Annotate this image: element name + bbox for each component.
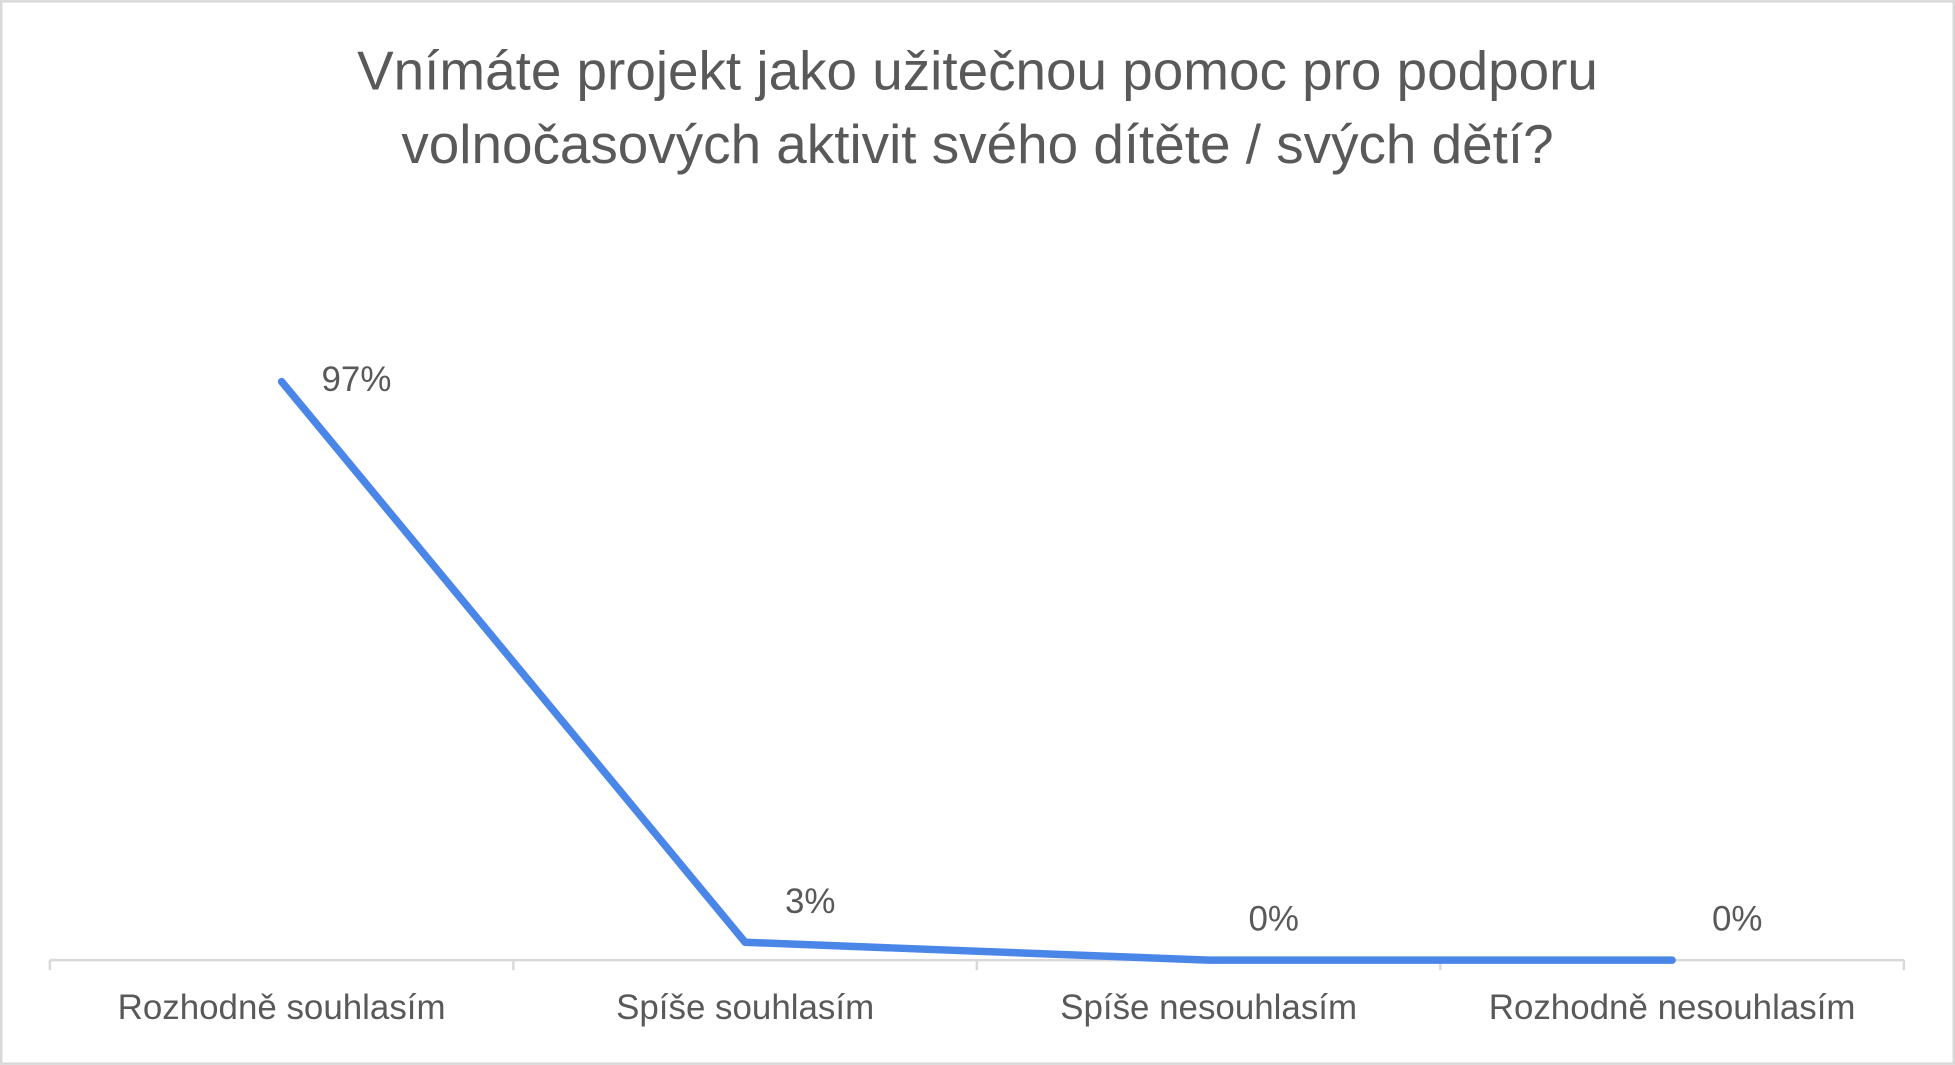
chart-title: volnočasových aktivit svého dítěte / svý…: [401, 113, 1553, 175]
data-label: 0%: [1249, 900, 1299, 939]
data-label: 97%: [322, 360, 392, 399]
x-tick-label: Spíše nesouhlasím: [1060, 988, 1357, 1027]
x-tick-label: Spíše souhlasím: [616, 988, 874, 1027]
x-tick-label: Rozhodně nesouhlasím: [1489, 988, 1856, 1027]
data-label: 3%: [785, 882, 835, 921]
data-label: 0%: [1712, 900, 1762, 939]
data-line: [277, 377, 1676, 964]
chart-title: Vnímáte projekt jako užitečnou pomoc pro…: [357, 39, 1598, 101]
x-tick-label: Rozhodně souhlasím: [118, 988, 446, 1027]
